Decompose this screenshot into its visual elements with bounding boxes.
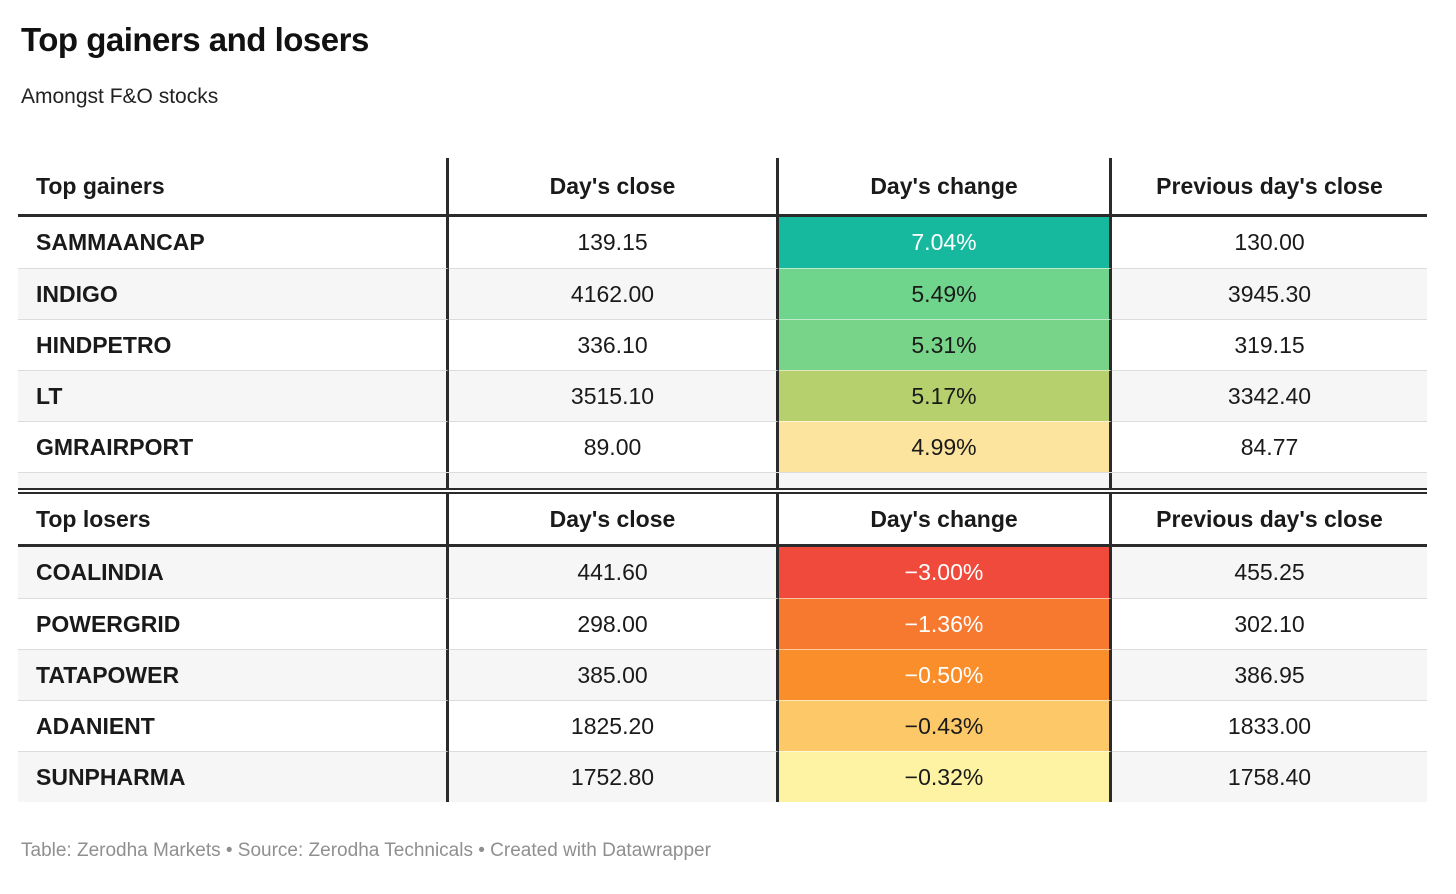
spacer-cell bbox=[18, 473, 449, 489]
prev-close-cell: 319.15 bbox=[1112, 319, 1427, 370]
gainers-body: SAMMAANCAP 139.15 7.04% 130.00 INDIGO 41… bbox=[18, 217, 1427, 473]
days-change-cell: −3.00% bbox=[779, 547, 1112, 599]
days-close-cell: 1825.20 bbox=[449, 700, 779, 752]
days-change-cell: 5.17% bbox=[779, 370, 1112, 422]
table-row: GMRAIRPORT 89.00 4.99% 84.77 bbox=[18, 421, 1427, 473]
losers-header-days-change: Day's change bbox=[779, 494, 1112, 545]
stock-name-cell: INDIGO bbox=[18, 268, 449, 320]
losers-header-row: Top losers Day's close Day's change Prev… bbox=[18, 492, 1427, 548]
table-row: ADANIENT 1825.20 −0.43% 1833.00 bbox=[18, 700, 1427, 752]
days-change-cell: 7.04% bbox=[779, 217, 1112, 269]
days-change-cell: −0.43% bbox=[779, 700, 1112, 752]
prev-close-cell: 1758.40 bbox=[1112, 751, 1427, 802]
table-row: COALINDIA 441.60 −3.00% 455.25 bbox=[18, 547, 1427, 599]
days-change-cell: 4.99% bbox=[779, 421, 1112, 473]
section-spacer-row bbox=[18, 472, 1427, 491]
days-close-cell: 441.60 bbox=[449, 547, 779, 599]
stock-name-cell: LT bbox=[18, 370, 449, 422]
days-change-cell: 5.31% bbox=[779, 319, 1112, 371]
prev-close-cell: 455.25 bbox=[1234, 559, 1305, 586]
gainers-section: Top gainers Day's close Day's change Pre… bbox=[18, 158, 1427, 491]
days-close-cell: 4162.00 bbox=[449, 268, 779, 320]
page-title: Top gainers and losers bbox=[21, 21, 369, 58]
table-row: SUNPHARMA 1752.80 −0.32% 1758.40 bbox=[18, 751, 1427, 803]
losers-header-days-close: Day's close bbox=[449, 494, 779, 545]
table-row: INDIGO 4162.00 5.49% 3945.30 bbox=[18, 268, 1427, 320]
losers-header-name: Top losers bbox=[18, 494, 449, 545]
stock-name-cell: GMRAIRPORT bbox=[18, 421, 449, 473]
prev-close-cell: 3342.40 bbox=[1112, 370, 1427, 421]
prev-close-cell: 386.95 bbox=[1112, 649, 1427, 700]
gainers-header-row: Top gainers Day's close Day's change Pre… bbox=[18, 158, 1427, 218]
stock-name-cell: TATAPOWER bbox=[18, 649, 449, 701]
gainers-header-days-change: Day's change bbox=[779, 158, 1112, 215]
stock-name-cell: HINDPETRO bbox=[18, 319, 449, 371]
table-row: HINDPETRO 336.10 5.31% 319.15 bbox=[18, 319, 1427, 371]
table-row: LT 3515.10 5.17% 3342.40 bbox=[18, 370, 1427, 422]
days-close-cell: 139.15 bbox=[449, 217, 779, 269]
losers-section: Top losers Day's close Day's change Prev… bbox=[18, 492, 1427, 803]
stock-name-cell: SAMMAANCAP bbox=[18, 217, 449, 269]
prev-close-cell: 3945.30 bbox=[1112, 268, 1427, 319]
days-close-cell: 385.00 bbox=[449, 649, 779, 701]
days-change-cell: −0.32% bbox=[779, 751, 1112, 803]
stock-name-cell: ADANIENT bbox=[18, 700, 449, 752]
days-close-cell: 89.00 bbox=[449, 421, 779, 473]
days-change-cell: −0.50% bbox=[779, 649, 1112, 701]
gainers-losers-table: Top gainers Day's close Day's change Pre… bbox=[18, 158, 1427, 803]
prev-close-cell: 130.00 bbox=[1234, 229, 1305, 256]
days-change-cell: −1.36% bbox=[779, 598, 1112, 650]
gainers-header-prev-close: Previous day's close bbox=[1156, 172, 1383, 199]
table-row: TATAPOWER 385.00 −0.50% 386.95 bbox=[18, 649, 1427, 701]
stock-name-cell: POWERGRID bbox=[18, 598, 449, 650]
days-close-cell: 298.00 bbox=[449, 598, 779, 650]
spacer-cell bbox=[779, 473, 1112, 489]
gainers-header-name: Top gainers bbox=[18, 158, 449, 215]
spacer-cell bbox=[1112, 473, 1427, 488]
days-close-cell: 3515.10 bbox=[449, 370, 779, 422]
days-change-cell: 5.49% bbox=[779, 268, 1112, 320]
stock-name-cell: COALINDIA bbox=[18, 547, 449, 599]
losers-header-prev-close: Previous day's close bbox=[1156, 505, 1383, 532]
prev-close-cell: 302.10 bbox=[1112, 598, 1427, 649]
table-page: Top gainers and losers Amongst F&O stock… bbox=[18, 21, 1427, 862]
prev-close-cell: 1833.00 bbox=[1112, 700, 1427, 751]
page-subtitle: Amongst F&O stocks bbox=[21, 85, 219, 109]
days-close-cell: 1752.80 bbox=[449, 751, 779, 803]
prev-close-cell: 84.77 bbox=[1112, 421, 1427, 472]
losers-body: COALINDIA 441.60 −3.00% 455.25 POWERGRID… bbox=[18, 547, 1427, 803]
table-row: POWERGRID 298.00 −1.36% 302.10 bbox=[18, 598, 1427, 650]
attribution-footer: Table: Zerodha Markets • Source: Zerodha… bbox=[21, 840, 711, 862]
days-close-cell: 336.10 bbox=[449, 319, 779, 371]
gainers-header-days-close: Day's close bbox=[449, 158, 779, 215]
stock-name-cell: SUNPHARMA bbox=[18, 751, 449, 803]
spacer-cell bbox=[449, 473, 779, 489]
section-divider-gap bbox=[18, 490, 1427, 493]
table-row: SAMMAANCAP 139.15 7.04% 130.00 bbox=[18, 217, 1427, 269]
